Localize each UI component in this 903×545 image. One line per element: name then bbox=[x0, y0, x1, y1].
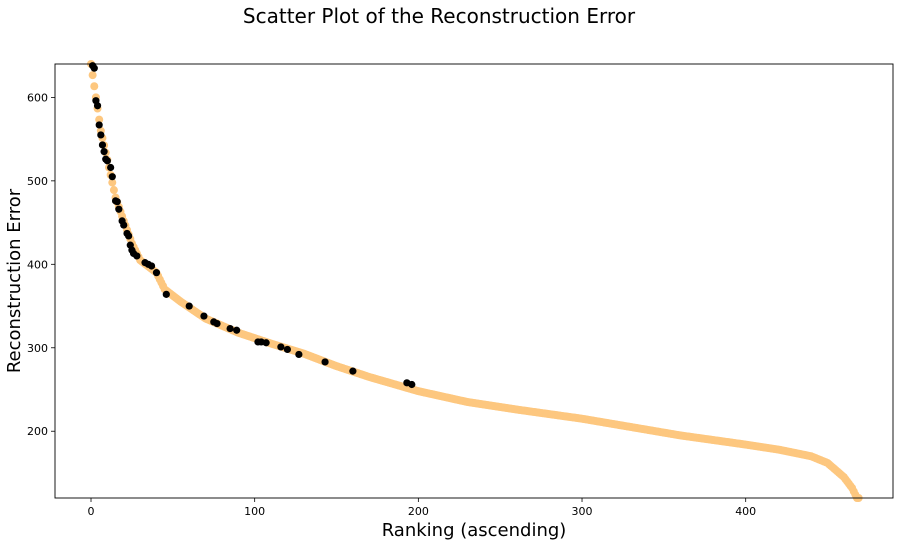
anomaly-point bbox=[162, 290, 170, 298]
anomaly-point bbox=[108, 173, 116, 181]
x-tick-label: 300 bbox=[572, 505, 593, 518]
chart-title: Scatter Plot of the Reconstruction Error bbox=[243, 4, 636, 28]
anomaly-point bbox=[233, 326, 241, 334]
normal-point bbox=[95, 115, 104, 124]
y-tick-label: 200 bbox=[27, 425, 48, 438]
anomaly-point bbox=[408, 380, 416, 389]
anomaly-point bbox=[226, 324, 234, 333]
scatter-points bbox=[87, 60, 863, 502]
anomaly-point bbox=[262, 339, 270, 347]
y-tick-label: 600 bbox=[27, 91, 48, 104]
anomaly-point bbox=[100, 148, 108, 156]
anomaly-point bbox=[200, 312, 208, 320]
x-tick-label: 400 bbox=[735, 505, 756, 518]
y-tick-label: 300 bbox=[27, 342, 48, 355]
anomaly-point bbox=[93, 102, 102, 110]
anomaly-point bbox=[147, 262, 156, 270]
anomaly-point bbox=[283, 345, 292, 354]
x-axis-label: Ranking (ascending) bbox=[382, 520, 567, 541]
anomaly-point bbox=[95, 121, 103, 129]
plot-area-frame bbox=[54, 63, 894, 499]
anomaly-point bbox=[113, 198, 121, 206]
anomaly-point bbox=[213, 319, 221, 328]
normal-point bbox=[108, 178, 117, 187]
normal-point bbox=[88, 71, 97, 80]
anomaly-point bbox=[115, 205, 123, 213]
anomaly-point bbox=[349, 367, 357, 375]
anomaly-point bbox=[120, 221, 128, 229]
anomaly-point bbox=[133, 252, 141, 260]
anomaly-point bbox=[107, 163, 115, 172]
anomaly-point bbox=[321, 358, 329, 366]
anomaly-point bbox=[125, 232, 133, 240]
x-tick-label: 200 bbox=[408, 505, 429, 518]
normal-point bbox=[109, 186, 118, 195]
normal-point bbox=[90, 82, 99, 91]
x-axis-ticks: 0 100 200 300 400 bbox=[88, 498, 756, 518]
anomaly-point bbox=[152, 269, 161, 277]
y-axis-ticks: 200 300 400 500 600 bbox=[27, 91, 55, 438]
anomaly-point bbox=[185, 302, 193, 310]
x-tick-label: 0 bbox=[88, 505, 95, 518]
anomaly-point bbox=[98, 141, 107, 149]
x-tick-label: 100 bbox=[244, 505, 265, 518]
anomaly-point bbox=[90, 64, 98, 72]
anomaly-point bbox=[295, 350, 303, 359]
y-tick-label: 500 bbox=[27, 175, 48, 188]
anomaly-point bbox=[97, 131, 105, 139]
anomaly-point bbox=[103, 157, 111, 165]
y-axis-label: Reconstruction Error bbox=[4, 188, 25, 373]
y-tick-label: 400 bbox=[27, 258, 48, 271]
anomaly-point bbox=[277, 343, 285, 351]
